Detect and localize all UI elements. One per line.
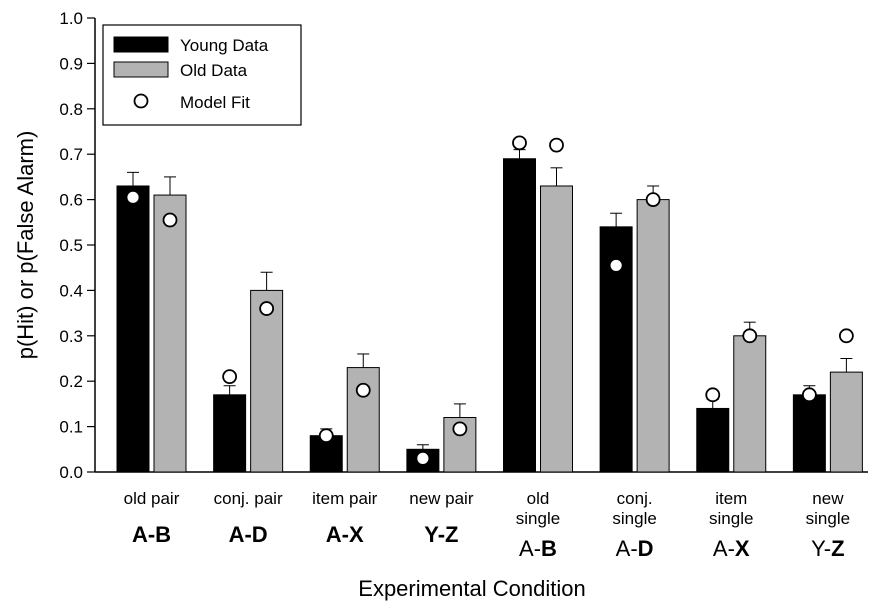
pair-label: A-D [616,536,654,561]
category-label: new pair [409,489,474,508]
x-axis-title: Experimental Condition [358,576,585,601]
model-fit-point [801,387,817,403]
y-tick-label: 0.9 [59,54,83,73]
model-fit-point [318,428,334,444]
model-fit-point [452,421,468,437]
pair-label-suffix: X [349,522,364,547]
pair-label: A-D [229,522,268,547]
y-tick-label: 0.8 [59,100,83,119]
legend-swatch [113,36,169,53]
y-tick-label: 0.7 [59,145,83,164]
category-label: old [527,489,550,508]
model-fit-point [742,328,758,344]
category-label-line2: single [806,509,850,528]
model-fit-point [125,189,141,205]
bar-old [250,289,284,473]
y-axis-title: p(Hit) or p(False Alarm) [13,131,38,360]
model-fit-point [415,450,431,466]
y-tick-label: 1.0 [59,9,83,28]
y-tick-label: 0.2 [59,372,83,391]
pair-label: A-X [326,522,364,547]
bar-young [116,185,150,473]
category-label: conj. [617,489,653,508]
model-fit-point [705,387,721,403]
category-label: old pair [124,489,180,508]
pair-label-suffix: Z [831,536,844,561]
y-tick-label: 0.6 [59,191,83,210]
model-fit-point [608,258,624,273]
y-tick-label: 0.1 [59,418,83,437]
category-label-line2: single [709,509,753,528]
pair-label-prefix: A- [132,522,155,547]
pair-label-prefix: A- [519,536,541,561]
bar-young [213,394,247,473]
y-tick-label: 0.5 [59,236,83,255]
pair-label-prefix: A- [326,522,349,547]
pair-label: Y-Z [811,536,844,561]
pair-label: Y-Z [424,522,458,547]
bar-old [829,371,863,473]
bar-old [153,194,187,473]
pair-label-suffix: Z [445,522,458,547]
pair-label-suffix: B [155,522,171,547]
pair-label-suffix: D [638,536,654,561]
pair-label: A-B [519,536,557,561]
y-tick-label: 0.4 [59,281,83,300]
pair-label-suffix: B [541,536,557,561]
bar-young [696,407,730,473]
model-fit-point [222,369,238,385]
bar-old [733,335,767,473]
legend-label: Old Data [180,61,248,80]
category-label-line2: single [612,509,656,528]
bars [116,135,863,473]
bar-old [636,199,670,473]
pair-label-prefix: Y- [424,522,445,547]
model-fit-point [259,301,275,316]
legend-label: Young Data [180,36,269,55]
category-label: item [715,489,747,508]
bar-young [792,394,826,473]
category-label: item pair [312,489,378,508]
pair-label: A-B [132,522,171,547]
legend: Young Data Old Data Model Fit [102,24,302,126]
category-label: conj. pair [214,489,283,508]
pair-label-suffix: D [252,522,268,547]
pair-label-prefix: A- [713,536,735,561]
model-fit-point [549,137,564,153]
legend-swatch [113,61,169,78]
model-fit-point [355,382,371,398]
model-fit-point [162,212,178,228]
pair-label-suffix: X [735,536,750,561]
pair-label: A-X [713,536,750,561]
y-tick-label: 0.0 [59,463,83,482]
category-label: new [812,489,844,508]
model-fit-point [838,328,854,344]
model-fit-point [512,135,527,151]
legend-label-model-fit: Model Fit [180,93,250,112]
pair-label-prefix: Y- [811,536,831,561]
pair-label-prefix: A- [229,522,252,547]
model-fit-point [645,192,661,208]
bar-old [540,185,573,473]
bar-young [503,158,536,473]
pair-label-prefix: A- [616,536,638,561]
legend-model-fit-marker [133,93,149,109]
y-tick-label: 0.3 [59,327,83,346]
category-label-line2: single [516,509,560,528]
